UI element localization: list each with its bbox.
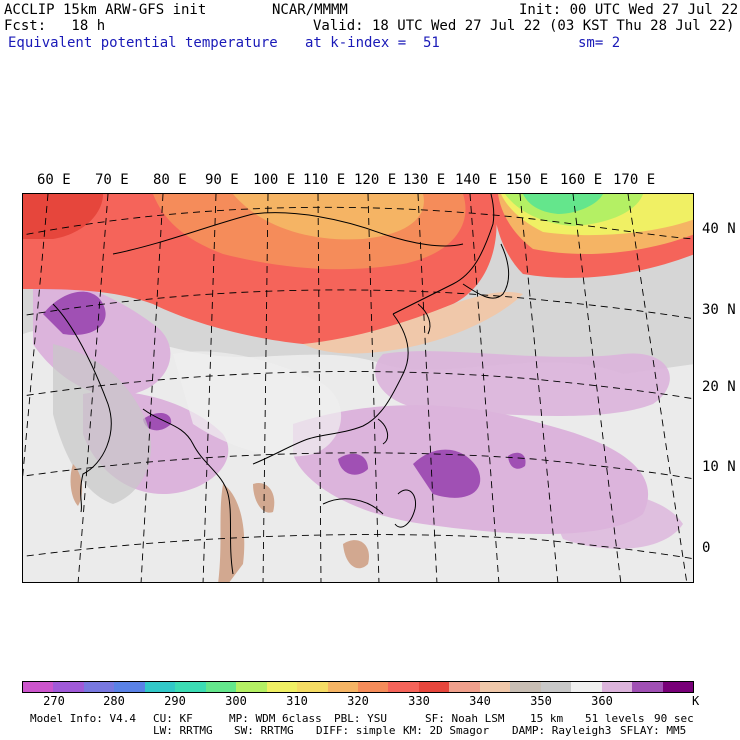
colorbar-swatch [144,682,176,692]
colorbar-tick: 290 [164,694,186,708]
colorbar-swatch [540,682,572,692]
lon-label: 170 E [613,172,656,188]
colorbar-swatch [357,682,389,692]
lon-label: 130 E [403,172,446,188]
purple-core [43,291,106,335]
colorbar-swatch [327,682,358,692]
colorbar-tick: 360 [591,694,613,708]
lon-label: 150 E [506,172,549,188]
colorbar-swatch [266,682,298,692]
lat-label: 20 N [702,379,736,395]
light-orange-band [233,194,424,240]
colorbar [22,681,694,693]
tan-region [218,484,245,582]
colorbar-unit: K [692,694,700,708]
lon-label: 110 E [303,172,346,188]
purple-core [338,453,368,475]
lon-label: 70 E [95,172,129,188]
lat-label: 30 N [702,302,736,318]
peach-band [303,292,523,354]
map-canvas [23,194,693,582]
lon-label: 100 E [253,172,296,188]
colorbar-swatch [632,682,663,692]
level-index: at k-index = 51 [305,35,440,51]
tan-region [70,464,83,506]
model-info-cu: CU: KF [153,712,193,725]
colorbar-tick: 330 [408,694,430,708]
lat-label: 0 [702,540,711,556]
lon-label: 80 E [153,172,187,188]
tan-region [343,540,369,569]
colorbar-tick: 310 [286,694,308,708]
colorbar-swatch [83,682,115,692]
field-name: Equivalent potential temperature [8,35,278,51]
colorbar-swatch [601,682,633,692]
colorbar-swatch [571,682,602,692]
model-info-timestep: 90 sec [654,712,694,725]
purple-region [375,351,670,416]
model-title: ACCLIP 15km ARW-GFS init [4,2,207,18]
lon-label: 160 E [560,172,603,188]
model-info-km: KM: 2D Smagor [403,724,490,737]
init-time: Init: 00 UTC Wed 27 Jul 22 [519,2,739,18]
lon-label: 60 E [37,172,71,188]
colorbar-tick: 340 [469,694,491,708]
model-info-mp: MP: WDM 6class [229,712,322,725]
model-info-sflay: SFLAY: MM5 [620,724,687,737]
colorbar-swatch [388,682,419,692]
model-info-damp: DAMP: Rayleigh3 [512,724,612,737]
model-info-levels: 51 levels [585,712,645,725]
colorbar-tick: 350 [530,694,552,708]
colorbar-tick: 270 [43,694,65,708]
lon-label: 90 E [205,172,239,188]
model-info-pbl: PBL: YSU [334,712,387,725]
tan-region [253,483,275,513]
green-core [523,194,603,214]
lat-label: 10 N [702,459,736,475]
colorbar-swatch [297,682,328,692]
colorbar-swatch [114,682,145,692]
purple-core [413,449,481,498]
forecast-hour: Fcst: 18 h [4,18,106,34]
lon-label: 140 E [455,172,498,188]
deep-red-band [23,194,103,239]
purple-core [508,452,526,469]
model-info-sw: SW: RRTMG [234,724,294,737]
colorbar-tick: 300 [225,694,247,708]
colorbar-tick: 280 [103,694,125,708]
organization-label: NCAR/MMMM [272,2,348,18]
theta-e-map [22,193,694,583]
valid-time: Valid: 18 UTC Wed 27 Jul 22 (03 KST Thu … [313,18,735,34]
coastlines [52,194,510,575]
colorbar-swatch [23,682,54,692]
colorbar-swatch [662,682,693,692]
colorbar-swatch [53,682,84,692]
colorbar-swatch [175,682,206,692]
colorbar-swatch [205,682,237,692]
gray-land [173,351,342,457]
colorbar-swatch [418,682,450,692]
colorbar-swatch [236,682,267,692]
smoothing-label: sm= 2 [578,35,621,51]
lon-label: 120 E [354,172,397,188]
colorbar-swatch [479,682,511,692]
model-info-version: Model Info: V4.4 [30,712,136,725]
model-info-diff: DIFF: simple [316,724,396,737]
colorbar-swatch [449,682,480,692]
colorbar-swatch [510,682,541,692]
model-info-resolution: 15 km [530,712,564,725]
lat-label: 40 N [702,221,736,237]
colorbar-tick: 320 [347,694,369,708]
model-info-sf: SF: Noah LSM [425,712,505,725]
model-info-lw: LW: RRTMG [153,724,213,737]
graticule [23,194,693,582]
